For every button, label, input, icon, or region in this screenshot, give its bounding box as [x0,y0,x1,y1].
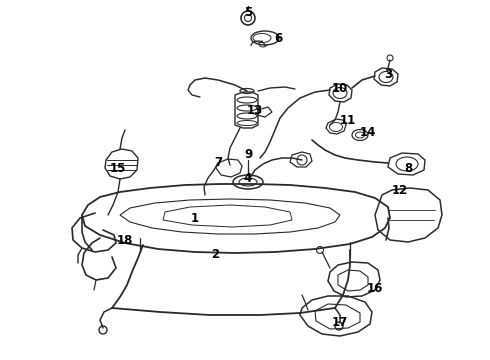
Text: 9: 9 [244,148,252,162]
Text: 11: 11 [340,113,356,126]
Text: 16: 16 [367,282,383,294]
Text: 6: 6 [274,31,282,45]
Text: 18: 18 [117,234,133,247]
Text: 13: 13 [247,104,263,117]
Text: 5: 5 [244,6,252,19]
Text: 1: 1 [191,211,199,225]
Text: 7: 7 [214,157,222,170]
Text: 14: 14 [360,126,376,139]
Text: 10: 10 [332,81,348,94]
Text: 15: 15 [110,162,126,175]
Text: 12: 12 [392,184,408,197]
Text: 3: 3 [384,68,392,81]
Text: 8: 8 [404,162,412,175]
Text: 4: 4 [244,171,252,184]
Text: 17: 17 [332,316,348,329]
Text: 2: 2 [211,248,219,261]
